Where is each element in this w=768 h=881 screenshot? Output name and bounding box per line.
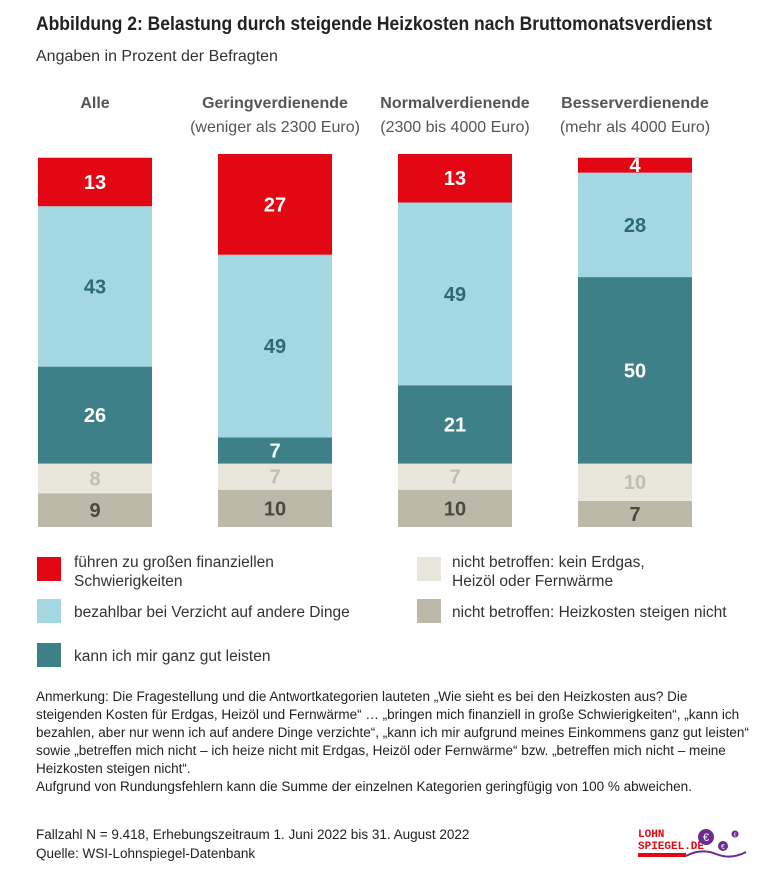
- bar-segment: [578, 500, 692, 527]
- bar-segment: [218, 437, 332, 464]
- bar-segment: [578, 172, 692, 278]
- legend-item-2: kann ich mir ganz gut leisten: [74, 648, 271, 665]
- data-label: 10: [624, 472, 646, 494]
- svg-text:€: €: [734, 833, 737, 839]
- group-label-1: Geringverdienende (weniger als 2300 Euro): [190, 95, 360, 136]
- data-label: 43: [84, 276, 106, 298]
- legend-swatch-3: [417, 557, 441, 581]
- bar-segment: [218, 489, 332, 527]
- data-label: 49: [444, 284, 466, 306]
- data-label: 13: [444, 168, 466, 190]
- legend-swatch-2: [37, 643, 61, 667]
- data-label: 26: [84, 405, 106, 427]
- legend-item-4: nicht betroffen: Heizkosten steigen nich…: [452, 604, 727, 621]
- bar-segment: [398, 202, 512, 386]
- group-label-2: Normalverdienende (2300 bis 4000 Euro): [380, 95, 530, 136]
- data-label: 49: [264, 336, 286, 358]
- data-label: 10: [444, 498, 466, 520]
- bar-segment: [578, 157, 692, 173]
- bar-segment: [218, 254, 332, 438]
- bar-segment: [398, 463, 512, 490]
- data-label: 7: [269, 441, 280, 463]
- data-label: 4: [629, 155, 641, 177]
- legend-swatch-0: [37, 557, 61, 581]
- bar-segment: [578, 277, 692, 464]
- data-label: 21: [444, 414, 466, 436]
- bar-segment: [38, 157, 152, 207]
- bar-segment: [398, 154, 512, 203]
- bar-segment: [578, 463, 692, 501]
- data-label: 28: [624, 215, 646, 237]
- bar-segment: [38, 493, 152, 527]
- bar-segment: [398, 489, 512, 527]
- chart-title: Abbildung 2: Belastung durch steigende H…: [36, 14, 712, 35]
- svg-text:LOHN: LOHN: [638, 829, 664, 841]
- bar-segment: [218, 463, 332, 490]
- bar-segment: [38, 463, 152, 494]
- svg-text:SPIEGEL.DE: SPIEGEL.DE: [638, 841, 704, 853]
- bar-segment: [398, 385, 512, 464]
- legend-item-1: bezahlbar bei Verzicht auf andere Dinge: [74, 604, 350, 621]
- bar-segment: [38, 206, 152, 367]
- data-label: 9: [89, 500, 100, 522]
- stacked-bar-chart: 9 8 26 43 13 10 7 7 49 27 10 7 21 49 13 7 10 50 28 4: [38, 154, 692, 527]
- legend-swatch-4: [417, 599, 441, 623]
- data-label: 7: [449, 467, 460, 489]
- data-label: 10: [264, 498, 286, 520]
- group-label-0: Alle: [80, 95, 110, 112]
- legend-item-0: führen zu großen finanziellen Schwierigk…: [74, 554, 274, 590]
- data-label: 13: [84, 172, 106, 194]
- legend-item-3: nicht betroffen: kein Erdgas, Heizöl ode…: [452, 554, 645, 590]
- group-label-3: Besserverdienende (mehr als 4000 Euro): [559, 95, 711, 136]
- annotation: Anmerkung: Die Fragestellung und die Ant…: [36, 689, 749, 794]
- lohnspiegel-logo: LOHN SPIEGEL.DE € € €: [638, 829, 747, 858]
- footer: Fallzahl N = 9.418, Erhebungszeitraum 1.…: [36, 827, 470, 861]
- data-label: 7: [269, 467, 280, 489]
- data-label: 50: [624, 360, 646, 382]
- bar-segment: [218, 154, 332, 255]
- bar-segment: [38, 366, 152, 464]
- data-label: 7: [629, 504, 640, 526]
- svg-text:€: €: [703, 832, 709, 844]
- chart-subtitle: Angaben in Prozent der Befragten: [36, 48, 278, 65]
- data-label: 27: [264, 194, 286, 216]
- data-label: 8: [89, 469, 100, 491]
- svg-text:€: €: [721, 844, 725, 851]
- legend-swatch-1: [37, 599, 61, 623]
